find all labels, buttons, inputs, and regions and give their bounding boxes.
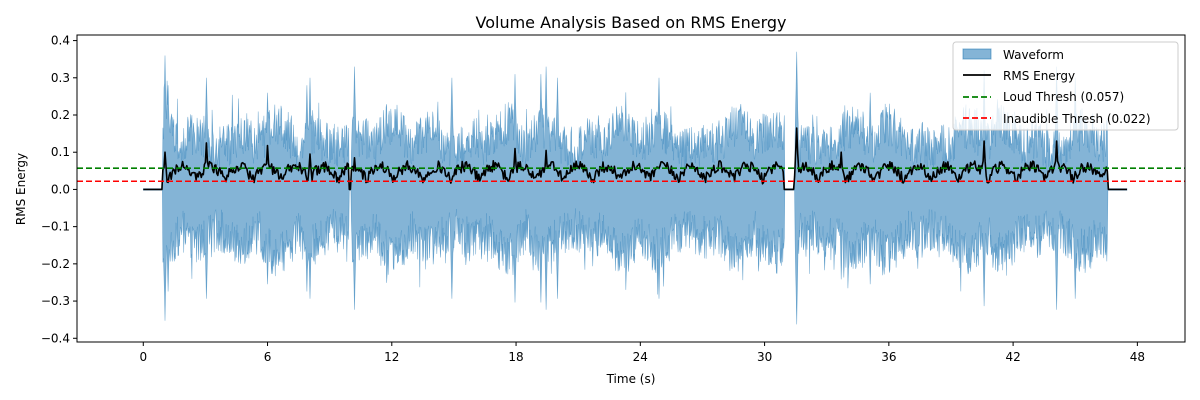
plot-frame: [76, 34, 1186, 343]
plot-area: [77, 51, 1185, 325]
legend-label-inaudible: Inaudible Thresh (0.022): [1003, 112, 1151, 126]
legend: Waveform RMS Energy Loud Thresh (0.057) …: [952, 41, 1179, 131]
y-tick-label: −0.2: [41, 257, 70, 271]
x-tick-label: 48: [1130, 350, 1145, 364]
chart-title: Volume Analysis Based on RMS Energy: [476, 13, 787, 32]
rms-energy-line: [143, 127, 1127, 191]
y-tick-label: 0.0: [51, 182, 70, 196]
y-tick-label: 0.3: [51, 71, 70, 85]
y-tick-label: −0.4: [41, 331, 70, 345]
legend-label-rms: RMS Energy: [1003, 69, 1075, 83]
y-tick-label: 0.1: [51, 145, 70, 159]
y-tick-label: −0.3: [41, 294, 70, 308]
y-tick-label: −0.1: [41, 220, 70, 234]
legend-label-waveform: Waveform: [1003, 48, 1064, 62]
x-tick-label: 0: [139, 350, 147, 364]
legend-label-loud: Loud Thresh (0.057): [1003, 90, 1124, 104]
x-tick-label: 42: [1005, 350, 1020, 364]
y-axis: −0.4 −0.3 −0.2 −0.1 0.0 0.1 0.2 0.3 0.4: [41, 34, 77, 345]
x-axis: 0 6 12 18 24 30 36 42 48: [139, 342, 1145, 364]
x-tick-label: 30: [757, 350, 772, 364]
x-tick-label: 36: [881, 350, 896, 364]
x-axis-title: Time (s): [606, 372, 656, 386]
waveform-area: [143, 51, 1128, 325]
x-tick-label: 6: [264, 350, 272, 364]
x-tick-label: 18: [508, 350, 523, 364]
legend-swatch-waveform: [962, 48, 992, 60]
legend-box: [952, 41, 1179, 131]
y-tick-label: 0.4: [51, 34, 70, 48]
x-tick-label: 12: [384, 350, 399, 364]
x-tick-label: 24: [633, 350, 648, 364]
y-axis-title: RMS Energy: [14, 153, 28, 225]
y-tick-label: 0.2: [51, 108, 70, 122]
